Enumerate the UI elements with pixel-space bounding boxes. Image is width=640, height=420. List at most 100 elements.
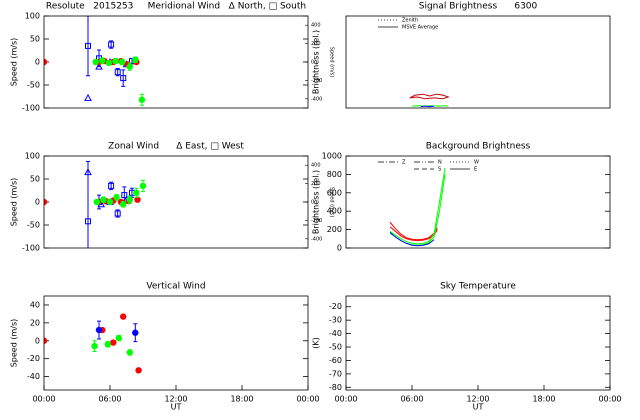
square-marker bbox=[121, 192, 128, 199]
legend-label: Z bbox=[402, 160, 406, 166]
panel-title: Vertical Wind bbox=[146, 282, 205, 292]
point bbox=[110, 339, 117, 346]
y-axis-label: (K) bbox=[312, 337, 321, 349]
y-axis-label: Speed (m/s) bbox=[10, 178, 19, 227]
panel: Vertical Wind Speed (m/s) -40 -20 0 20 40 00:00… bbox=[10, 282, 320, 412]
triangle-marker bbox=[84, 93, 92, 101]
y-tick-label: 800 bbox=[327, 170, 342, 179]
point bbox=[44, 198, 48, 206]
y-tick-label: -50 bbox=[27, 81, 40, 90]
legend-label: W bbox=[474, 160, 479, 166]
panel-title: Zonal Wind Δ East, □ West bbox=[108, 142, 244, 152]
square-marker bbox=[85, 42, 91, 49]
panel-title: Background Brightness bbox=[426, 142, 531, 152]
point bbox=[112, 57, 119, 65]
y-tick-label: 1000 bbox=[322, 152, 342, 161]
point bbox=[120, 313, 127, 320]
panel: Signal Brightness 6300 Brightness (rel.) Z… bbox=[312, 2, 611, 109]
panel: Zonal Wind Δ East, □ West Speed (m/s) -100… bbox=[10, 142, 335, 253]
x-tick-label: 00:00 bbox=[296, 395, 319, 404]
x-tick-label: 00:00 bbox=[598, 395, 621, 404]
x-tick-label: 00:00 bbox=[32, 395, 55, 404]
y2-tick-label: -200 bbox=[311, 218, 322, 224]
plot-frame bbox=[345, 15, 611, 109]
y-tick-label: 100 bbox=[25, 12, 40, 21]
y2-axis-label: Speed (m/s) bbox=[329, 187, 335, 217]
point bbox=[126, 63, 133, 70]
legend-label: E bbox=[474, 167, 477, 173]
point bbox=[118, 58, 126, 66]
line bbox=[409, 93, 450, 100]
line bbox=[389, 226, 438, 242]
point bbox=[105, 59, 113, 67]
y-tick-label: 0 bbox=[35, 198, 40, 207]
y-tick-label: 400 bbox=[327, 207, 342, 216]
point bbox=[91, 342, 98, 350]
point bbox=[120, 201, 127, 208]
x-tick-label: 18:00 bbox=[230, 395, 253, 404]
y2-tick-label: -200 bbox=[311, 78, 322, 84]
line bbox=[389, 167, 446, 245]
point bbox=[92, 58, 99, 66]
x-tick-label: 12:00 bbox=[466, 395, 489, 404]
plot-frame bbox=[43, 295, 309, 391]
y-axis-label: Speed (m/s) bbox=[10, 38, 19, 87]
y-tick-label: 600 bbox=[327, 188, 342, 197]
plot-area bbox=[44, 313, 142, 374]
y-tick-label: -50 bbox=[27, 221, 40, 230]
triangle-marker bbox=[95, 62, 103, 70]
square-marker bbox=[120, 75, 127, 82]
plot-frame bbox=[43, 155, 309, 249]
square-marker bbox=[108, 41, 115, 48]
point bbox=[44, 337, 48, 344]
y-tick-label: -100 bbox=[22, 104, 40, 113]
y-tick-label: 100 bbox=[25, 152, 40, 161]
point bbox=[99, 57, 106, 64]
panel-title: Signal Brightness 6300 bbox=[419, 2, 538, 12]
y-tick-label: 20 bbox=[30, 318, 40, 327]
y2-tick-label: 0 bbox=[311, 200, 314, 206]
x-axis-label: UT bbox=[171, 403, 182, 412]
y2-tick-label: -400 bbox=[311, 96, 322, 102]
y-tick-label: 0 bbox=[35, 58, 40, 67]
error-bar bbox=[86, 161, 90, 248]
y-tick-label: -20 bbox=[329, 302, 342, 311]
y2-tick-label: 0 bbox=[311, 60, 314, 66]
x-tick-label: 06:00 bbox=[400, 395, 423, 404]
x-axis-label: UT bbox=[473, 403, 484, 412]
square-marker bbox=[85, 218, 91, 225]
line bbox=[389, 174, 446, 246]
point bbox=[126, 196, 133, 203]
square-marker bbox=[108, 182, 115, 189]
error-bar bbox=[121, 69, 126, 87]
y2-tick-label: 200 bbox=[311, 41, 321, 47]
y-axis-label: Speed (m/s) bbox=[10, 319, 19, 368]
plot-area bbox=[409, 93, 450, 108]
square-marker bbox=[114, 69, 121, 76]
legend-label: N bbox=[438, 160, 442, 166]
y2-tick-label: 400 bbox=[311, 23, 321, 29]
legend-label: S bbox=[438, 167, 441, 173]
y-tick-label: -30 bbox=[329, 316, 342, 325]
y2-tick-label: -400 bbox=[311, 236, 322, 242]
y-tick-label: -60 bbox=[329, 356, 342, 365]
y-tick-label: 0 bbox=[35, 336, 40, 345]
y-tick-label: 40 bbox=[30, 300, 40, 309]
point bbox=[133, 189, 140, 196]
legend-label: Zenith bbox=[402, 18, 418, 24]
error-bar bbox=[86, 16, 90, 77]
y-axis-label: Brightness (rel.) bbox=[312, 30, 321, 94]
point bbox=[113, 194, 120, 201]
point bbox=[132, 329, 139, 336]
point bbox=[138, 96, 146, 103]
point bbox=[104, 341, 112, 348]
y2-axis-label: Speed (m/s) bbox=[329, 47, 335, 77]
y-tick-label: -70 bbox=[329, 369, 342, 378]
y-tick-label: -80 bbox=[329, 383, 342, 392]
plot-area bbox=[389, 167, 446, 247]
x-tick-label: 06:00 bbox=[98, 395, 121, 404]
x-tick-label: 00:00 bbox=[334, 395, 357, 404]
x-tick-label: 12:00 bbox=[164, 395, 187, 404]
